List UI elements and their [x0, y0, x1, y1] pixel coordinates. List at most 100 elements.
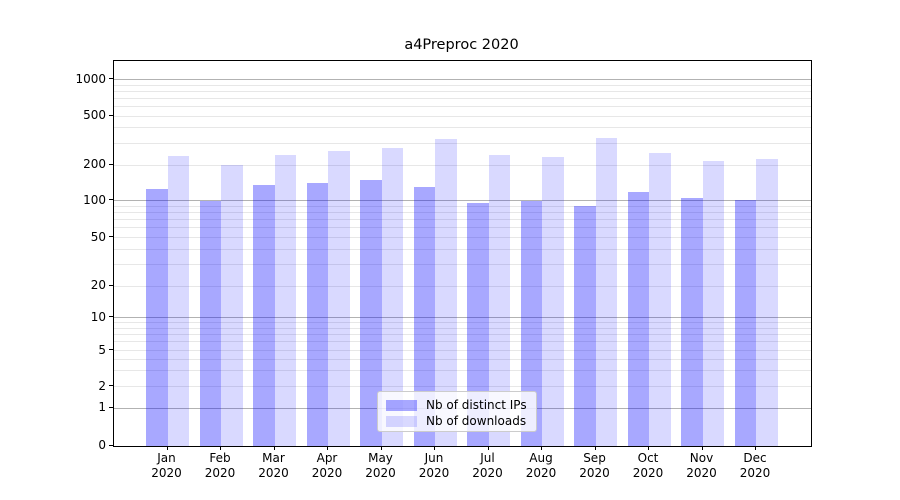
minor-gridline [114, 237, 811, 238]
bar-downloads-nov [702, 160, 724, 446]
x-tick-label: Feb 2020 [204, 451, 236, 480]
x-tick-mark [327, 446, 328, 450]
bar-distinct-ips-mar [253, 185, 275, 446]
x-tick-mark [594, 446, 596, 450]
minor-gridline [114, 248, 811, 250]
bar-downloads-jul [488, 154, 510, 446]
legend-item-distinct-ips: Nb of distinct IPs [386, 397, 528, 413]
bar-distinct-ips-jan [146, 188, 168, 446]
y-tick-mark [109, 114, 113, 116]
legend-label-downloads: Nb of downloads [426, 414, 527, 428]
minor-gridline [114, 264, 811, 266]
minor-gridline [114, 127, 811, 129]
chart-title: a4Preproc 2020 [404, 37, 519, 53]
x-tick-label: Apr 2020 [311, 451, 343, 480]
x-tick-label: Oct 2020 [632, 451, 664, 480]
y-tick-mark [109, 78, 113, 79]
x-tick-label: Sep 2020 [579, 451, 610, 480]
x-tick-label: Jul 2020 [472, 451, 503, 480]
y-tick-label: 2 [98, 378, 106, 393]
minor-gridline [114, 327, 811, 329]
minor-gridline [114, 358, 811, 360]
y-tick-mark [109, 316, 113, 317]
y-tick-mark [109, 406, 113, 408]
bar-downloads-dec [756, 158, 778, 446]
y-tick-label: 50 [90, 229, 106, 244]
bar-distinct-ips-jun [413, 187, 435, 446]
minor-gridline [114, 142, 811, 144]
bar-downloads-sep [595, 137, 617, 446]
minor-gridline [114, 115, 811, 117]
x-tick-label: Aug 2020 [525, 451, 557, 480]
x-tick-mark [434, 446, 435, 450]
minor-gridline [114, 205, 811, 207]
y-tick-label: 20 [90, 278, 106, 292]
y-tick-mark [109, 349, 113, 350]
minor-gridline [114, 333, 811, 335]
minor-gridline [114, 105, 811, 107]
bar-downloads-jun [435, 139, 457, 446]
major-gridline [114, 317, 811, 318]
y-tick-mark [109, 199, 113, 200]
y-tick-mark [109, 236, 113, 237]
bar-distinct-ips-may [360, 179, 382, 446]
x-tick-mark [166, 446, 168, 450]
x-tick-mark [220, 446, 221, 450]
legend-swatch-distinct-ips-icon [386, 399, 417, 411]
y-tick-label: 200 [83, 157, 106, 171]
bar-distinct-ips-apr [306, 183, 328, 446]
major-gridline [114, 200, 811, 201]
bar-downloads-may [381, 147, 403, 446]
bar-downloads-jan [167, 156, 189, 446]
bar-distinct-ips-oct [627, 192, 649, 446]
minor-gridline [114, 227, 811, 229]
bar-distinct-ips-aug [520, 200, 542, 446]
x-tick-label: Jan 2020 [151, 451, 182, 480]
y-tick-label: 1000 [75, 71, 106, 86]
minor-gridline [114, 350, 811, 351]
x-tick-mark [380, 446, 382, 450]
x-tick-mark [487, 446, 489, 450]
x-tick-mark [701, 446, 703, 450]
minor-gridline [114, 97, 811, 99]
bar-downloads-apr [328, 151, 350, 446]
minor-gridline [114, 211, 811, 213]
bar-distinct-ips-feb [199, 200, 221, 446]
x-tick-mark [755, 446, 756, 450]
minor-gridline [114, 84, 811, 86]
x-tick-mark [273, 446, 275, 450]
y-tick-label: 0 [98, 438, 106, 452]
legend-swatch-downloads-icon [386, 415, 417, 427]
bar-distinct-ips-sep [574, 206, 596, 446]
legend-item-downloads: Nb of downloads [386, 413, 528, 429]
y-tick-label: 100 [83, 192, 106, 207]
bar-distinct-ips-jul [467, 202, 489, 446]
bar-downloads-mar [274, 154, 296, 446]
bar-distinct-ips-nov [681, 197, 703, 446]
x-tick-label: Mar 2020 [258, 451, 289, 480]
y-tick-mark [109, 444, 113, 446]
x-tick-mark [541, 446, 542, 450]
minor-gridline [114, 322, 811, 324]
x-tick-label: Dec 2020 [739, 451, 771, 480]
plot-area: Nb of distinct IPs Nb of downloads [113, 60, 812, 447]
bar-distinct-ips-dec [734, 199, 756, 446]
bar-downloads-oct [649, 153, 671, 446]
x-tick-label: Nov 2020 [686, 451, 717, 480]
minor-gridline [114, 285, 811, 287]
minor-gridline [114, 386, 811, 387]
legend-label-distinct-ips: Nb of distinct IPs [426, 398, 527, 412]
minor-gridline [114, 341, 811, 343]
y-tick-label: 5 [98, 342, 106, 357]
y-tick-mark [109, 163, 113, 165]
y-tick-mark [109, 284, 113, 286]
y-tick-label: 500 [83, 108, 106, 122]
y-tick-label: 1 [98, 400, 106, 414]
bar-downloads-feb [221, 165, 243, 446]
minor-gridline [114, 164, 811, 166]
minor-gridline [114, 90, 811, 92]
x-tick-mark [648, 446, 649, 450]
legend: Nb of distinct IPs Nb of downloads [377, 391, 537, 432]
y-tick-label: 10 [90, 309, 106, 324]
